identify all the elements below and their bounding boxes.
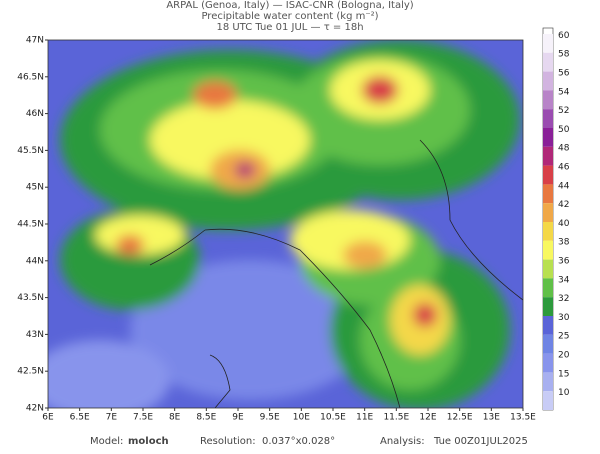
- colorbar-swatch: [543, 334, 553, 354]
- colorbar-swatch: [543, 146, 553, 166]
- lon-label: 7E: [106, 413, 118, 423]
- colorbar-label: 42: [558, 200, 569, 210]
- colorbar-label: 60: [558, 31, 570, 41]
- lat-label: 43.5N: [17, 293, 44, 303]
- colorbar-swatch: [543, 109, 553, 128]
- colorbar-label: 52: [558, 106, 569, 116]
- colorbar-swatch: [543, 297, 553, 316]
- colorbar-swatch: [543, 184, 553, 204]
- lat-label: 46N: [26, 109, 44, 119]
- colorbar-label: 38: [558, 238, 570, 248]
- colorbar-swatch: [543, 165, 553, 185]
- footer-value: 0.037°x0.028°: [262, 436, 335, 447]
- lat-label: 44.5N: [17, 220, 44, 230]
- lon-label: 6E: [42, 413, 54, 423]
- footer-value: Tue 00Z01JUL2025: [433, 436, 528, 447]
- colorbar-label: 54: [558, 87, 570, 97]
- colorbar-swatch: [543, 372, 553, 392]
- colorbar-swatch: [543, 222, 553, 241]
- colorbar-swatch: [543, 203, 553, 222]
- lon-label: 7.5E: [133, 413, 153, 423]
- header-line: Precipitable water content (kg m⁻²): [201, 11, 378, 22]
- colorbar-swatch: [543, 90, 553, 110]
- colorbar-swatch: [543, 240, 553, 260]
- lat-label: 45.5N: [17, 146, 44, 156]
- header-line: 18 UTC Tue 01 JUL — τ = 18h: [216, 22, 363, 33]
- colorbar-label: 30: [558, 313, 570, 323]
- colorbar-swatch: [543, 353, 553, 373]
- lon-label: 12.5E: [447, 413, 473, 423]
- footer-label: Model:: [90, 436, 123, 447]
- colorbar-swatch: [543, 52, 553, 72]
- lat-label: 42.5N: [17, 367, 44, 377]
- colorbar-swatch: [543, 259, 553, 279]
- lon-label: 10E: [293, 413, 310, 423]
- colorbar-swatch: [543, 278, 553, 298]
- lat-label: 45N: [26, 183, 44, 193]
- colorbar-label: 48: [558, 144, 570, 154]
- colorbar-label: 34: [558, 275, 570, 285]
- lon-label: 10.5E: [320, 413, 346, 423]
- map-field: [48, 40, 523, 408]
- lon-label: 13.5E: [510, 413, 536, 423]
- lon-label: 8.5E: [196, 413, 216, 423]
- lat-label: 44N: [26, 256, 44, 266]
- colorbar-label: 40: [558, 219, 570, 229]
- colorbar-label: 10: [558, 388, 570, 398]
- footer-label: Analysis:: [380, 436, 425, 447]
- colorbar-label: 20: [558, 351, 570, 361]
- footer-value: moloch: [128, 436, 169, 447]
- colorbar-label: 46: [558, 163, 570, 173]
- colorbar-label: 44: [558, 181, 570, 191]
- colorbar-label: 32: [558, 294, 569, 304]
- footer-label: Resolution:: [200, 436, 256, 447]
- lon-label: 9.5E: [260, 413, 280, 423]
- colorbar-swatch: [543, 71, 553, 91]
- lon-label: 13E: [483, 413, 500, 423]
- lat-label: 42N: [26, 404, 44, 414]
- colorbar-swatch: [543, 128, 553, 147]
- lat-label: 46.5N: [17, 72, 44, 82]
- colorbar-swatch: [543, 34, 553, 53]
- colorbar-label: 25: [558, 332, 569, 342]
- lon-label: 9E: [232, 413, 244, 423]
- lon-label: 8E: [169, 413, 181, 423]
- lon-label: 6.5E: [70, 413, 90, 423]
- colorbar-label: 58: [558, 50, 570, 60]
- lon-label: 11E: [356, 413, 373, 423]
- colorbar-label: 56: [558, 69, 570, 79]
- lat-label: 47N: [26, 36, 44, 46]
- lon-label: 11.5E: [383, 413, 409, 423]
- colorbar-label: 15: [558, 369, 569, 379]
- lon-label: 12E: [419, 413, 436, 423]
- header-line: ARPAL (Genoa, Italy) — ISAC-CNR (Bologna…: [166, 0, 413, 11]
- colorbar-label: 50: [558, 125, 570, 135]
- colorbar-label: 36: [558, 257, 570, 267]
- lat-label: 43N: [26, 330, 44, 340]
- colorbar-swatch: [543, 316, 553, 335]
- colorbar-swatch: [543, 391, 553, 410]
